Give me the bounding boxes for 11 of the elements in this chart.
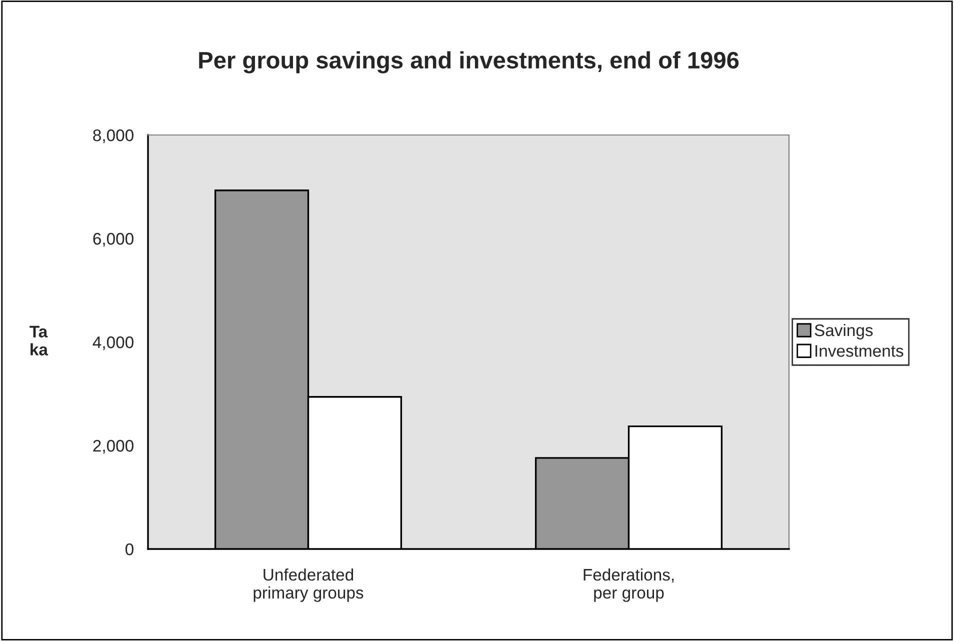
- x-tick-label: Federations, per group: [584, 568, 674, 602]
- legend-label: Investments: [816, 345, 904, 357]
- legend-label: Savings: [814, 324, 873, 340]
- x-tick-label: Unfederated primary groups: [254, 568, 364, 602]
- y-tick-label: 4,000: [92, 336, 134, 350]
- y-tick-label: 8,000: [93, 129, 134, 144]
- chart-title: Per group savings and investments, end of 1996: [199, 51, 739, 74]
- y-tick-label: 2,000: [93, 440, 134, 454]
- y-tick-label: 0: [125, 543, 134, 556]
- y-tick-label: 6,000: [93, 232, 134, 247]
- y-axis-title: Ta ka: [30, 326, 48, 356]
